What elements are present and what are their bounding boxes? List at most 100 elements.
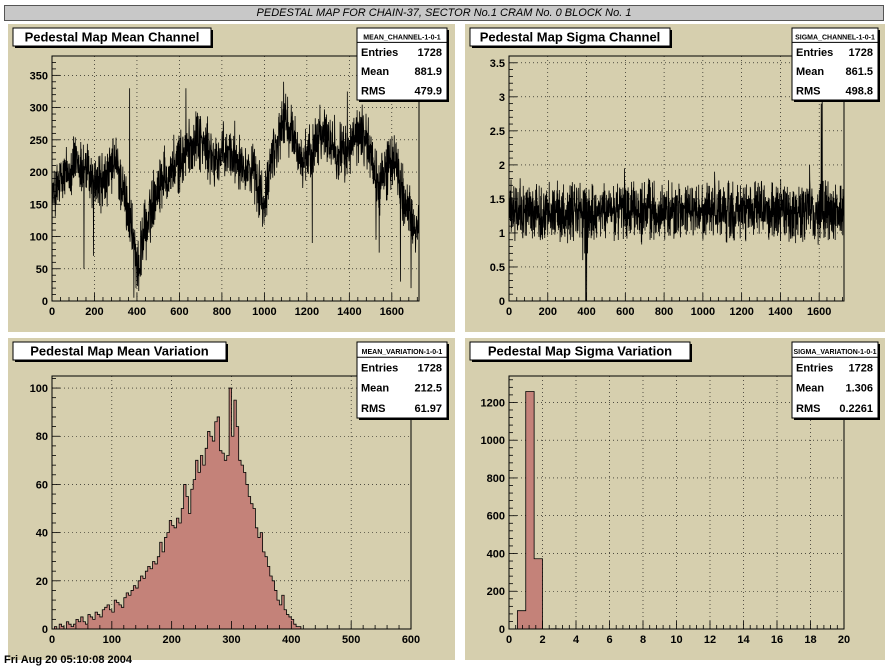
x-tick-label: 14: [737, 634, 750, 646]
y-tick-label: 0: [42, 624, 48, 636]
stats-name: MEAN_CHANNEL-1-0-1: [363, 34, 441, 41]
x-tick-label: 600: [402, 634, 420, 646]
y-tick-label: 0: [42, 296, 48, 308]
y-tick-label: 3.5: [490, 58, 505, 70]
sigma-variation-pad: 0 2 4 6 8 10 12 14 16 18 20 0 200 400 600 800 1000 1200 Pe…: [465, 338, 885, 660]
x-tick-label: 2: [539, 634, 545, 646]
stats-box: [791, 27, 879, 101]
stats-value: 0.2261: [839, 403, 873, 415]
y-tick-label: 2.5: [490, 126, 505, 138]
x-tick-label: 0: [49, 306, 55, 318]
x-tick-label: 16: [771, 634, 783, 646]
y-tick-label: 350: [30, 70, 48, 82]
chart-title: Pedestal Map Sigma Channel: [480, 30, 661, 45]
stats-value: 61.97: [414, 403, 442, 415]
stats-label: Entries: [796, 47, 833, 59]
chart-title: Pedestal Map Mean Variation: [30, 344, 209, 359]
x-tick-label: 300: [222, 634, 240, 646]
y-tick-label: 100: [30, 232, 48, 244]
stats-label: RMS: [361, 85, 385, 97]
chart-title: Pedestal Map Mean Channel: [25, 30, 200, 45]
y-tick-label: 200: [487, 586, 505, 598]
y-tick-label: 0: [499, 296, 505, 308]
x-tick-label: 0: [506, 306, 512, 318]
x-tick-label: 4: [573, 634, 580, 646]
x-tick-label: 400: [128, 306, 146, 318]
y-tick-label: 300: [30, 103, 48, 115]
histogram-bars: [52, 387, 306, 630]
y-tick-label: 100: [30, 383, 48, 395]
x-tick-label: 200: [539, 306, 557, 318]
series-line: [51, 81, 420, 298]
title-box: [469, 27, 671, 47]
title-box: [12, 341, 227, 361]
stats-value: 498.8: [845, 85, 873, 97]
y-tick-label: 600: [487, 511, 505, 523]
stats-label: Mean: [361, 383, 389, 395]
x-tick-label: 1600: [380, 306, 404, 318]
y-tick-label: 50: [36, 264, 48, 276]
stats-value: 861.5: [845, 66, 873, 78]
plot-area: [509, 56, 844, 301]
y-tick-label: 150: [30, 199, 48, 211]
sigma-variation-svg: 0 2 4 6 8 10 12 14 16 18 20020040060080010001200Pe…: [469, 341, 880, 646]
x-tick-label: 1000: [252, 306, 276, 318]
y-tick-label: 80: [36, 431, 48, 443]
x-tick-label: 6: [606, 634, 612, 646]
canvas-title-banner: PEDESTAL MAP FOR CHAIN-37, SECTOR No.1 C…: [4, 5, 884, 21]
y-tick-label: 1.5: [490, 194, 505, 206]
stats-name: SIGMA_VARIATION-1-0-1: [794, 349, 877, 356]
x-tick-label: 200: [162, 634, 180, 646]
x-tick-label: 1400: [337, 306, 361, 318]
stats-name: MEAN_VARIATION-1-0-1: [362, 349, 443, 356]
x-tick-label: 18: [804, 634, 816, 646]
x-tick-label: 1000: [691, 306, 715, 318]
stats-value: 1.306: [845, 383, 873, 395]
x-tick-label: 400: [282, 634, 300, 646]
title-box: [469, 341, 691, 361]
stats-box: [791, 341, 879, 419]
y-tick-label: 20: [36, 576, 48, 588]
y-tick-label: 3: [499, 92, 505, 104]
title-box: [12, 27, 212, 47]
plot-area: [509, 376, 844, 629]
mean-channel-svg: 0 200 400 600 800 1000 1200 1400 1600 0 50 100 150 20…: [12, 27, 449, 318]
stats-box: [356, 341, 448, 419]
y-tick-label: 0.5: [490, 262, 505, 274]
stats-value: 1728: [849, 47, 873, 59]
chart-title: Pedestal Map Sigma Variation: [488, 344, 672, 359]
y-tick-label: 60: [36, 479, 48, 491]
x-tick-label: 20: [838, 634, 850, 646]
y-tick-label: 2: [499, 160, 505, 172]
stats-value: 1728: [418, 362, 442, 374]
y-tick-label: 40: [36, 528, 48, 540]
stats-label: Mean: [796, 383, 824, 395]
x-tick-label: 0: [506, 634, 512, 646]
mean-variation-pad: 0 100 200 300 400 500 600 0 20 40 60 80 100 Pedestal …: [8, 338, 455, 660]
stats-label: Mean: [361, 66, 389, 78]
x-tick-label: 1600: [807, 306, 831, 318]
stats-label: Entries: [361, 362, 398, 374]
x-tick-label: 100: [103, 634, 121, 646]
stats-label: Entries: [361, 47, 398, 59]
y-tick-label: 200: [30, 167, 48, 179]
y-tick-label: 800: [487, 473, 505, 485]
x-tick-label: 8: [640, 634, 646, 646]
mean-variation-svg: 0 100 200 300 400 500 600 0 20 40 60 80 100 Pedestal …: [12, 341, 449, 646]
mean-channel-pad: 0 200 400 600 800 1000 1200 1400 1600 0 50 100 150 20…: [8, 24, 455, 332]
series-line: [508, 76, 845, 302]
x-tick-label: 1200: [729, 306, 753, 318]
x-tick-label: 800: [655, 306, 673, 318]
x-tick-label: 800: [213, 306, 231, 318]
x-tick-label: 1400: [768, 306, 792, 318]
sigma-channel-svg: 0 200 400 600 800 1000 1200 1400 1600 0 0.5 1 1.5 2 2.…: [469, 27, 880, 318]
x-tick-label: 200: [85, 306, 103, 318]
x-tick-label: 400: [577, 306, 595, 318]
x-tick-label: 1200: [295, 306, 319, 318]
stats-label: Mean: [796, 66, 824, 78]
stats-value: 1728: [849, 362, 873, 374]
y-tick-label: 1200: [481, 397, 505, 409]
x-tick-label: 600: [170, 306, 188, 318]
y-tick-label: 1: [499, 228, 505, 240]
stats-value: 212.5: [414, 383, 442, 395]
